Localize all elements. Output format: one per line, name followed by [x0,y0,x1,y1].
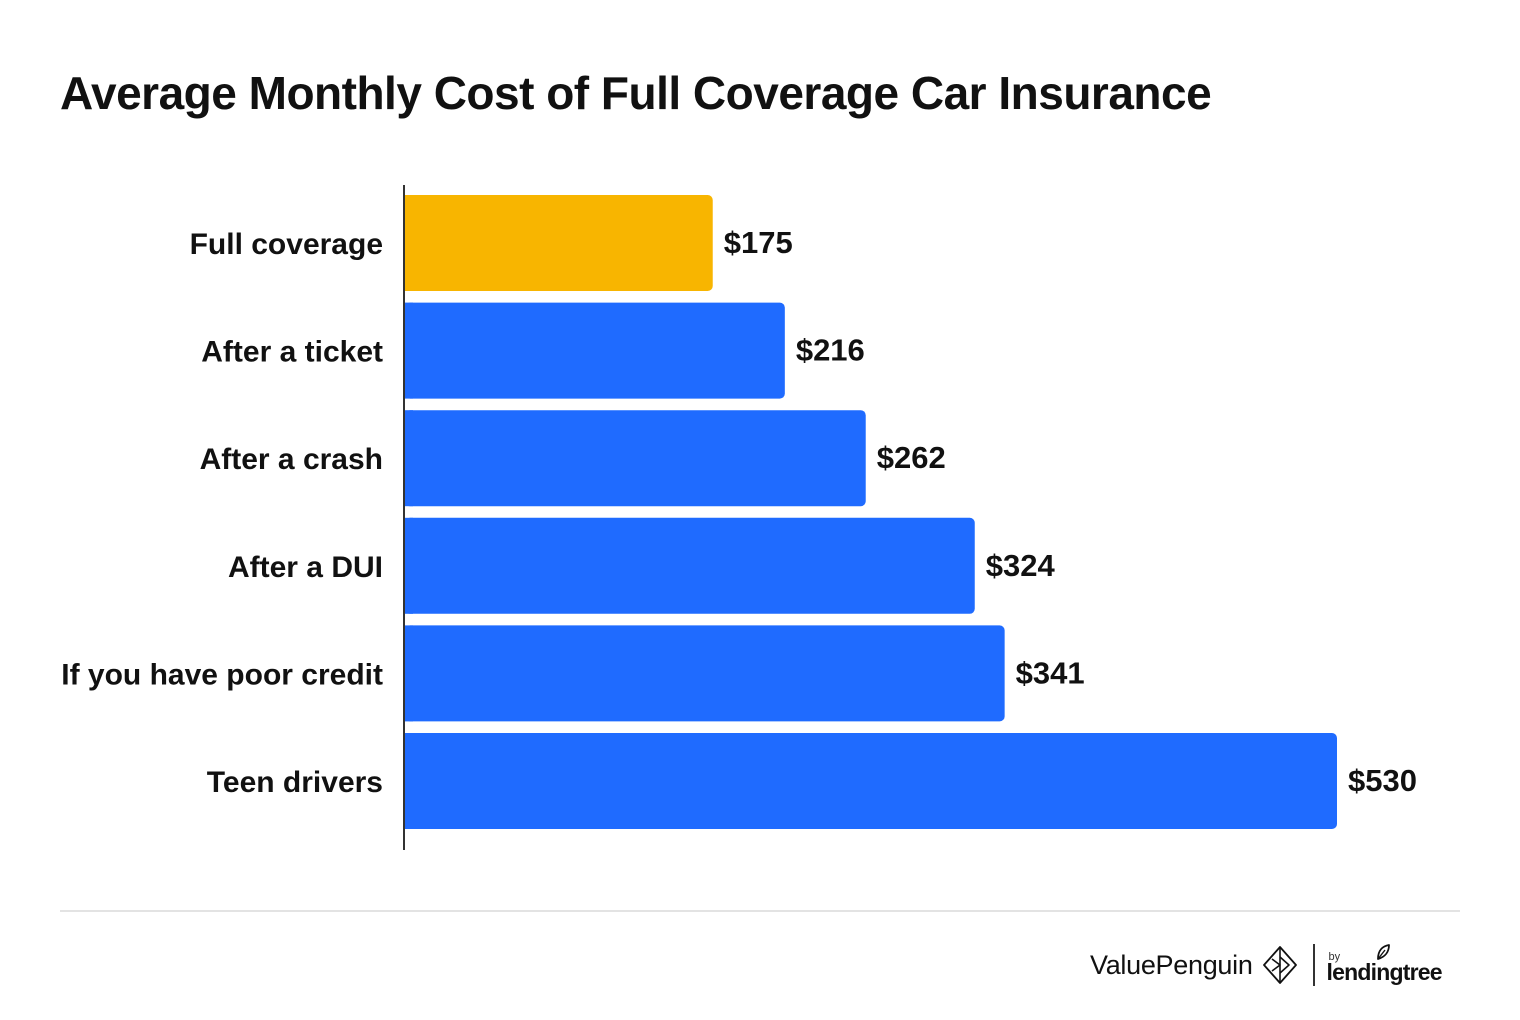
lendingtree-name-text: lendingtree [1326,959,1443,985]
bar-after-a-dui [405,517,975,614]
bar-edge-full-coverage [405,195,413,291]
bar-teen-drivers [405,733,1337,829]
bar-chart: Full coverage $175 After a ticket $216 After… [61,185,1417,850]
bar-if-you-have-poor-credit [405,625,1005,722]
bar-edge-after-a-dui [405,517,413,614]
bar-full-coverage [405,195,713,291]
bar-edge-teen-drivers [405,733,413,829]
valuepenguin-logo-text: ValuePenguin [1090,949,1253,980]
value-label: $262 [877,440,946,475]
bar-edge-if-you-have-poor-credit [405,625,413,722]
bar-after-a-crash [405,410,866,507]
category-label: Full coverage [190,228,383,261]
footer-divider [60,910,1460,912]
category-label: After a DUI [228,551,383,584]
bar-edge-after-a-ticket [405,302,413,399]
category-label: Teen drivers [207,766,383,799]
category-label: After a crash [200,443,383,476]
bar-edge-after-a-crash [405,410,413,507]
penguin-logo-icon [1262,946,1297,984]
category-label: After a ticket [201,336,383,369]
category-label: If you have poor credit [61,658,383,691]
brand-footer: ValuePenguin by lendingtree [1090,940,1449,990]
chart-title: Average Monthly Cost of Full Coverage Ca… [60,67,1212,119]
brand-divider [1312,944,1315,986]
lendingtree-logo: by lendingtree [1327,943,1449,987]
value-label: $341 [1016,655,1085,690]
value-label: $530 [1348,763,1417,798]
value-label: $216 [796,333,865,368]
leaf-icon [1376,944,1390,960]
bar-after-a-ticket [405,302,785,399]
value-label: $324 [986,548,1056,583]
value-label: $175 [724,225,793,260]
lendingtree-by-text: by [1328,951,1341,963]
